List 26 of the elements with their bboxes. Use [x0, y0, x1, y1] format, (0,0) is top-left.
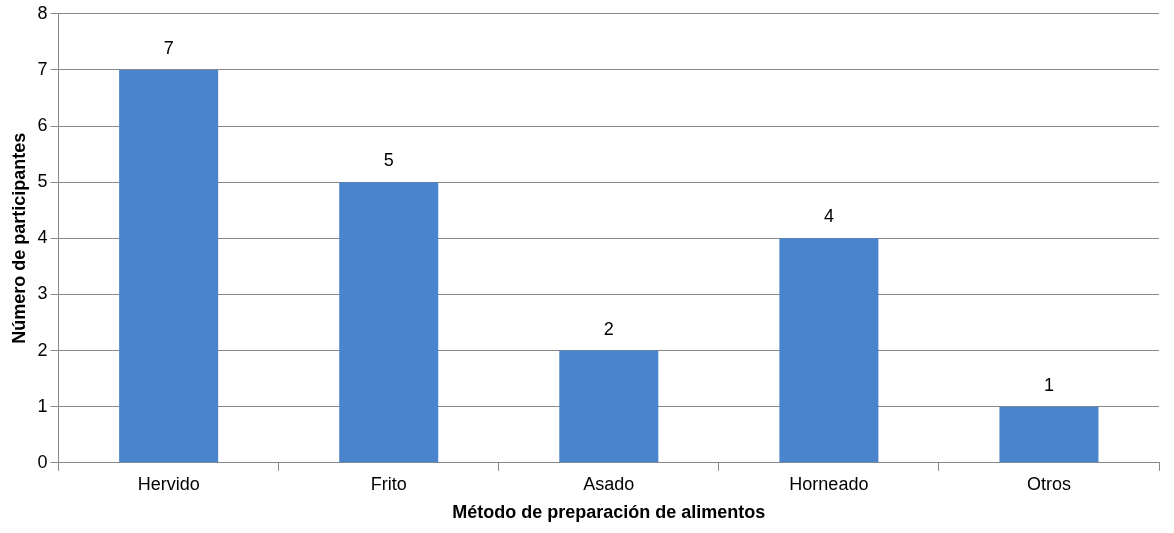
x-tick-label: Horneado [789, 473, 869, 494]
y-tick-label: 2 [37, 339, 48, 360]
data-label: 5 [383, 150, 394, 171]
x-tick-label: Asado [583, 473, 635, 494]
y-tick-label: 1 [37, 395, 48, 416]
data-label: 1 [1043, 374, 1054, 395]
bar [559, 350, 659, 463]
y-tick-label: 5 [37, 171, 48, 192]
bar [779, 238, 879, 463]
y-tick-label: 0 [37, 451, 48, 472]
data-label: 7 [163, 37, 174, 58]
x-tick-label: Frito [370, 473, 407, 494]
x-tick-label: Hervido [137, 473, 200, 494]
data-label: 4 [823, 206, 834, 227]
y-axis-title: Número de participantes [8, 132, 29, 344]
bar [119, 69, 219, 463]
y-tick-label: 6 [37, 115, 48, 136]
y-tick-label: 4 [37, 227, 48, 248]
bar [339, 182, 439, 463]
bar [999, 406, 1099, 463]
y-tick-label: 8 [37, 2, 48, 23]
data-label: 2 [603, 318, 614, 339]
y-tick-label: 3 [37, 283, 48, 304]
x-axis-title: Método de preparación de alimentos [452, 502, 766, 523]
y-tick-label: 7 [37, 58, 48, 79]
x-tick-label: Otros [1026, 473, 1071, 494]
